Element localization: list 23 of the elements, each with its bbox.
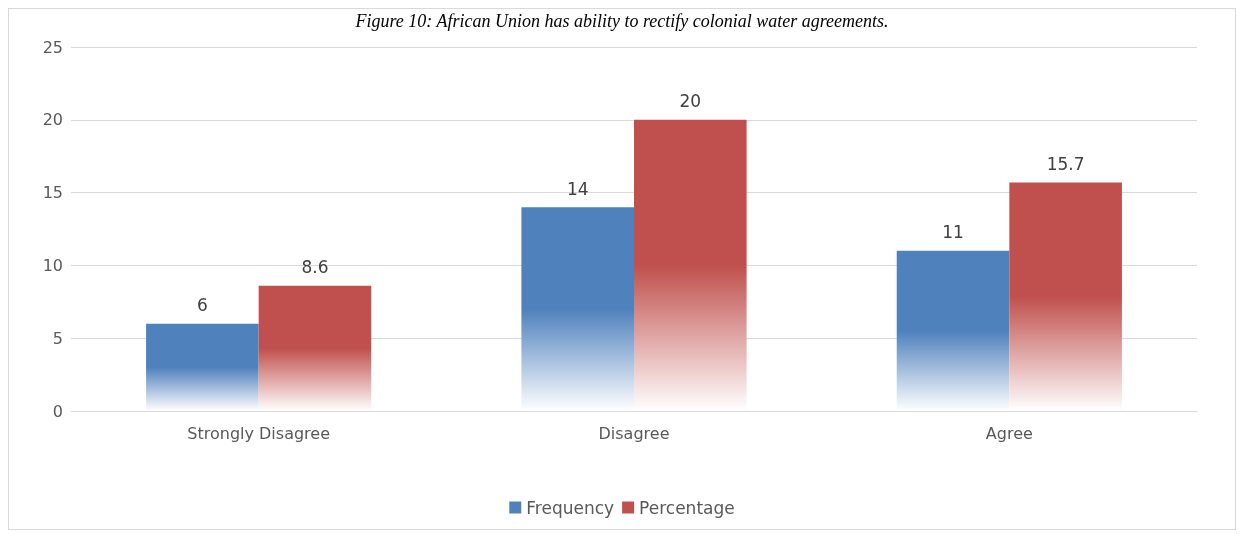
y-tick-label: 5 xyxy=(52,328,63,348)
y-tick-label: 10 xyxy=(42,255,63,275)
y-tick-label: 25 xyxy=(42,37,63,57)
bar xyxy=(146,323,259,411)
y-tick-label: 15 xyxy=(42,183,63,203)
data-label: 20 xyxy=(679,91,702,112)
x-tick-label: Agree xyxy=(985,423,1033,443)
data-label: 14 xyxy=(566,178,589,199)
y-tick-label: 20 xyxy=(42,110,63,130)
bar xyxy=(1009,182,1122,411)
bar xyxy=(258,285,372,411)
chart-title: Figure 10: African Union has ability to rectify colonial water agreements. xyxy=(354,11,889,31)
legend-label: Percentage xyxy=(639,497,735,518)
data-label: 6 xyxy=(196,295,208,316)
x-tick-label: Disagree xyxy=(598,423,670,443)
bar xyxy=(896,250,1010,411)
x-tick-label: Strongly Disagree xyxy=(187,423,331,443)
legend-label: Frequency xyxy=(526,497,615,518)
data-label: 11 xyxy=(942,222,964,243)
data-label: 8.6 xyxy=(301,257,329,278)
data-label: 15.7 xyxy=(1046,153,1085,174)
y-tick-label: 0 xyxy=(52,401,63,421)
bar xyxy=(521,207,634,411)
